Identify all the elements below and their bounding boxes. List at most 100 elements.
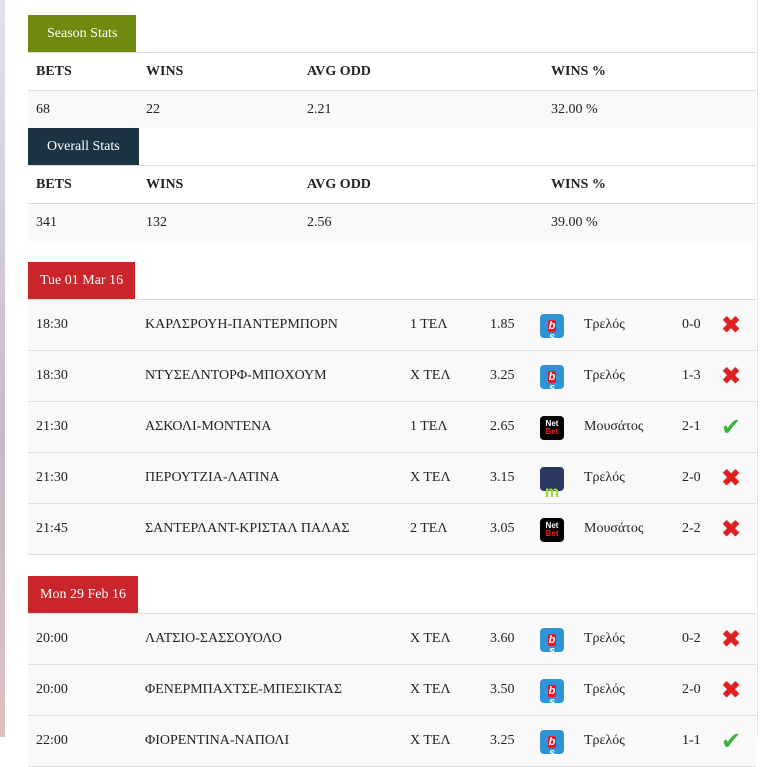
overall-stats-tab: Overall Stats	[28, 128, 139, 165]
col-bets: BETS	[36, 177, 72, 192]
day-header: Tue 01 Mar 16	[28, 262, 756, 300]
tip-tipster: Τρελός	[584, 631, 625, 646]
won-check-icon: ✔	[720, 413, 742, 441]
bets-value: 68	[36, 102, 50, 117]
tip-pick: Χ ΤΕΛ	[410, 682, 451, 697]
tip-time: 21:45	[36, 521, 68, 536]
tip-tipster: Μουσάτος	[584, 419, 644, 434]
tip-time: 18:30	[36, 317, 68, 332]
wins-value: 132	[146, 215, 167, 230]
tip-odd: 3.60	[490, 631, 515, 646]
lost-x-icon: ✖	[720, 362, 742, 390]
won-check-icon: ✔	[720, 727, 742, 755]
season-stats-header: Season Stats	[28, 15, 756, 53]
tip-pick: 2 ΤΕΛ	[410, 521, 448, 536]
col-avg-odd: AVG ODD	[307, 177, 371, 192]
tip-pick: 1 ΤΕΛ	[410, 419, 448, 434]
avg-odd-value: 2.56	[307, 215, 332, 230]
overall-stats-header: Overall Stats	[28, 128, 756, 166]
overall-stats-row: 341 132 2.56 39.00 %	[28, 204, 756, 241]
season-stats-head-row: BETS WINS AVG ODD WINS %	[28, 53, 756, 91]
tip-score: 1-3	[682, 368, 701, 383]
tip-match: ΛΑΤΣΙΟ-ΣΑΣΣΟΥΟΛΟ	[145, 631, 282, 646]
tip-tipster: Τρελός	[584, 682, 625, 697]
col-wins: WINS	[146, 64, 184, 79]
day-header: Mon 29 Feb 16	[28, 576, 756, 614]
tip-match: ΦΙΟΡΕΝΤΙΝΑ-ΝΑΠΟΛΙ	[145, 733, 290, 748]
tip-score: 0-0	[682, 317, 701, 332]
tip-row: 18:30 ΚΑΡΛΣΡΟΥΗ-ΠΑΝΤΕΡΜΠΟΡΝ 1 ΤΕΛ 1.85 s…	[28, 300, 756, 351]
overall-stats-head-row: BETS WINS AVG ODD WINS %	[28, 166, 756, 204]
season-stats-row: 68 22 2.21 32.00 %	[28, 91, 756, 128]
lost-x-icon: ✖	[720, 676, 742, 704]
m-bookmaker-logo: m	[540, 467, 564, 501]
lost-x-icon: ✖	[720, 464, 742, 492]
netbet-bookmaker-logo: Net Bet	[540, 416, 564, 440]
tip-odd: 3.25	[490, 733, 515, 748]
wins-pct-value: 32.00 %	[551, 102, 598, 117]
tip-match: ΚΑΡΛΣΡΟΥΗ-ΠΑΝΤΕΡΜΠΟΡΝ	[145, 317, 338, 332]
tip-time: 20:00	[36, 682, 68, 697]
tip-tipster: Τρελός	[584, 317, 625, 332]
tip-pick: Χ ΤΕΛ	[410, 631, 451, 646]
tip-odd: 2.65	[490, 419, 515, 434]
tip-tipster: Τρελός	[584, 470, 625, 485]
col-wins-pct: WINS %	[551, 64, 606, 79]
tip-odd: 3.50	[490, 682, 515, 697]
tip-row: 20:00 ΦΕΝΕΡΜΠΑΧΤΣΕ-ΜΠΕΣΙΚΤΑΣ Χ ΤΕΛ 3.50 …	[28, 665, 756, 716]
day-date: Tue 01 Mar 16	[28, 262, 136, 299]
lost-x-icon: ✖	[720, 311, 742, 339]
tip-pick: Χ ΤΕΛ	[410, 368, 451, 383]
tip-time: 21:30	[36, 419, 68, 434]
tip-tipster: Τρελός	[584, 733, 625, 748]
tip-pick: 1 ΤΕΛ	[410, 317, 448, 332]
tip-match: ΠΕΡΟΥΤΖΙΑ-ΛΑΤΙΝΑ	[145, 470, 280, 485]
tip-time: 21:30	[36, 470, 68, 485]
tips-content: Season Stats BETS WINS AVG ODD WINS % 68…	[28, 0, 756, 767]
tip-score: 2-2	[682, 521, 701, 536]
tip-score: 1-1	[682, 733, 701, 748]
tip-match: ΝΤΥΣΕΛΝΤΟΡΦ-ΜΠΟΧΟΥΜ	[145, 368, 327, 383]
season-stats-tab: Season Stats	[28, 15, 137, 52]
col-wins-pct: WINS %	[551, 177, 606, 192]
lost-x-icon: ✖	[720, 515, 742, 543]
tip-pick: Χ ΤΕΛ	[410, 733, 451, 748]
tip-match: ΦΕΝΕΡΜΠΑΧΤΣΕ-ΜΠΕΣΙΚΤΑΣ	[145, 682, 343, 697]
col-bets: BETS	[36, 64, 72, 79]
lost-x-icon: ✖	[720, 625, 742, 653]
tip-time: 22:00	[36, 733, 68, 748]
tip-tipster: Μουσάτος	[584, 521, 644, 536]
tip-odd: 3.25	[490, 368, 515, 383]
avg-odd-value: 2.21	[307, 102, 332, 117]
tip-time: 18:30	[36, 368, 68, 383]
tip-match: ΣΑΝΤΕΡΛΑΝΤ-ΚΡΙΣΤΑΛ ΠΑΛΑΣ	[145, 521, 350, 536]
tip-pick: Χ ΤΕΛ	[410, 470, 451, 485]
tip-odd: 3.15	[490, 470, 515, 485]
tip-time: 20:00	[36, 631, 68, 646]
tip-odd: 3.05	[490, 521, 515, 536]
tip-row: 21:30 ΑΣΚΟΛΙ-ΜΟΝΤΕΝΑ 1 ΤΕΛ 2.65 Net Bet Μ…	[28, 402, 756, 453]
tips-list: Tue 01 Mar 16 18:30 ΚΑΡΛΣΡΟΥΗ-ΠΑΝΤΕΡΜΠΟΡ…	[28, 262, 756, 767]
left-edge-decoration	[0, 0, 5, 737]
tip-odd: 1.85	[490, 317, 515, 332]
tip-row: 21:45 ΣΑΝΤΕΡΛΑΝΤ-ΚΡΙΣΤΑΛ ΠΑΛΑΣ 2 ΤΕΛ 3.0…	[28, 504, 756, 555]
tip-score: 2-1	[682, 419, 701, 434]
bets-value: 341	[36, 215, 57, 230]
wins-value: 22	[146, 102, 160, 117]
netbet-bookmaker-logo: Net Bet	[540, 518, 564, 542]
tip-match: ΑΣΚΟΛΙ-ΜΟΝΤΕΝΑ	[145, 419, 272, 434]
day-date: Mon 29 Feb 16	[28, 576, 138, 613]
tip-row: 21:30 ΠΕΡΟΥΤΖΙΑ-ΛΑΤΙΝΑ Χ ΤΕΛ 3.15 m Τρελ…	[28, 453, 756, 504]
content-border	[757, 0, 758, 737]
wins-pct-value: 39.00 %	[551, 215, 598, 230]
col-wins: WINS	[146, 177, 184, 192]
tip-score: 2-0	[682, 682, 701, 697]
col-avg-odd: AVG ODD	[307, 64, 371, 79]
